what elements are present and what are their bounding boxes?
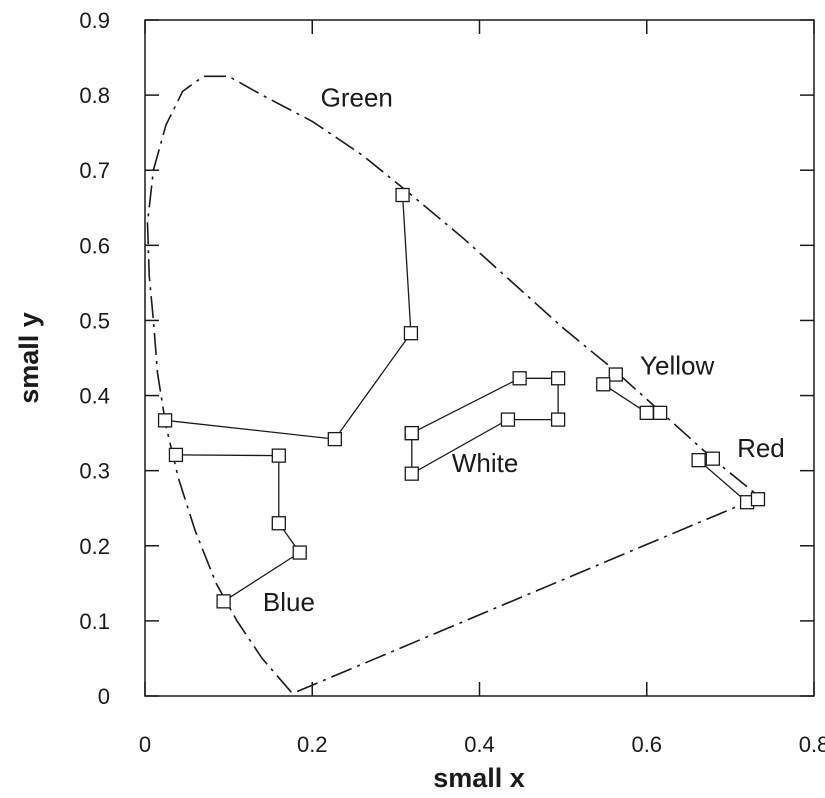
annotation-yellow: Yellow [640, 351, 714, 381]
y-tick-label: 0.9 [79, 8, 110, 33]
y-tick-label: 0.2 [79, 534, 110, 559]
boundary-curve [146, 75, 762, 693]
x-tick-label: 0.8 [799, 732, 825, 757]
series-0 [157, 187, 419, 447]
tick-labels: 0 0.2 0.4 0.6 0.8 0 0.1 0.2 0.3 0.4 0.5 0.6 0.7 0.8 0.… [79, 8, 825, 757]
annotation-green: Green [321, 82, 393, 112]
data-point [157, 413, 173, 428]
y-tick-label: 0.3 [79, 459, 110, 484]
data-point [608, 367, 623, 382]
x-tick-label: 0.6 [631, 732, 662, 757]
y-tick-label: 0.7 [79, 158, 110, 183]
data-point [403, 326, 419, 341]
data-point [652, 405, 668, 420]
data-point [750, 492, 766, 507]
data-point [404, 425, 419, 441]
data-point [550, 371, 566, 386]
x-tick-label: 0 [139, 732, 151, 757]
data-point [500, 412, 516, 427]
x-tick-label: 0.2 [297, 732, 328, 757]
axis-ticks [144, 19, 815, 697]
data-point [550, 412, 566, 427]
annotation-red: Red [737, 433, 785, 463]
y-tick-label: 0.4 [79, 384, 110, 409]
data-point [691, 453, 706, 468]
data-point [404, 466, 419, 481]
x-tick-label: 0.4 [464, 732, 495, 757]
series-line [165, 194, 412, 440]
series-4 [691, 451, 766, 510]
annotations: Green Yellow White Red Blue [263, 82, 785, 617]
annotation-blue: Blue [263, 587, 315, 617]
data-point [271, 516, 286, 531]
data-point [271, 448, 286, 463]
data-point [327, 431, 342, 447]
data-point [168, 447, 184, 463]
x-axis-title: small x [433, 763, 525, 793]
annotation-white: White [452, 448, 518, 478]
data-point [596, 377, 611, 392]
boundary-path [146, 75, 762, 693]
y-tick-label: 0.8 [79, 83, 110, 108]
series-2 [404, 371, 566, 481]
y-axis-title: small y [14, 312, 44, 404]
data-point [639, 405, 654, 420]
data-point [705, 451, 720, 466]
series-1 [168, 447, 307, 609]
data-point [512, 371, 527, 386]
y-tick-label: 0.1 [79, 609, 110, 634]
y-tick-label: 0.6 [79, 233, 110, 258]
series-3 [596, 367, 668, 420]
data-point [216, 594, 231, 609]
data-point [292, 545, 307, 560]
series-group [157, 187, 766, 609]
data-point [395, 187, 410, 203]
y-tick-label: 0 [98, 684, 110, 709]
y-tick-label: 0.5 [79, 308, 110, 333]
